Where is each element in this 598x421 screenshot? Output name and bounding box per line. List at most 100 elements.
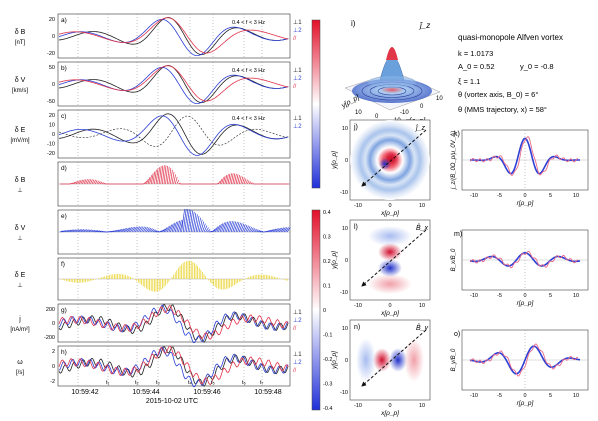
x-tick: 10	[573, 393, 579, 399]
vector-stick	[235, 222, 240, 233]
vector-stick	[82, 179, 85, 185]
y-tick: 0	[52, 82, 55, 88]
vector-stick	[114, 229, 118, 233]
vector-stick	[83, 179, 87, 185]
vector-stick	[93, 230, 97, 233]
model-curve	[470, 137, 580, 175]
x-tick: 5	[549, 293, 552, 299]
vector-stick	[269, 229, 273, 233]
vector-stick	[221, 222, 225, 233]
vector-stick	[71, 182, 74, 185]
axis-label: y[ρ_p]	[331, 251, 338, 270]
y-tick: 0	[345, 158, 348, 164]
vector-stick	[250, 182, 253, 185]
panel-letter: m)	[454, 231, 462, 238]
panel-letter: i)	[351, 19, 356, 28]
panel-g: g) j [nA/m²] 200 0 -200 ⊥1⊥2 //	[10, 303, 302, 343]
legend-entry: ⊥2	[293, 123, 302, 130]
axis-label: y[ρ_p]	[331, 151, 338, 170]
vector-stick	[75, 229, 80, 233]
vector-stick	[64, 229, 68, 233]
vector-stick	[216, 225, 221, 233]
y-tick: 50	[49, 65, 55, 71]
info-theta1: θ (vortex axis, B_0) = 6°	[458, 90, 538, 99]
vector-stick	[138, 226, 142, 233]
axis-label: x[ρ_p]	[380, 310, 399, 317]
panel-unit: [km/s]	[12, 88, 28, 94]
time-tick: 10:59:48	[254, 389, 281, 396]
vector-stick	[282, 227, 286, 233]
vector-stick	[165, 226, 169, 233]
vector-stick	[86, 229, 91, 233]
vector-stick	[149, 228, 153, 233]
vector-stick	[69, 229, 73, 233]
vector-stick	[283, 227, 288, 233]
panel-letter: f)	[61, 261, 65, 268]
field-lobe	[378, 259, 402, 277]
vector-stick	[235, 174, 239, 185]
colorbar-tick: 0.1	[323, 284, 331, 290]
freq-label: 0.4 < f < 3 Hz	[232, 116, 265, 122]
vector-stick	[206, 229, 211, 233]
t-mark: t₃	[156, 380, 160, 386]
x-tick: 10	[573, 193, 579, 199]
vector-stick	[186, 209, 190, 233]
vector-stick	[98, 230, 102, 233]
vector-stick	[211, 229, 216, 233]
vector-stick	[219, 178, 223, 185]
x-tick: 0	[523, 293, 526, 299]
x-tick: 10	[419, 403, 425, 409]
legend-entry: ⊥1	[293, 309, 302, 316]
colorbar-tick: 0.3	[323, 235, 331, 241]
panel-ylabel: δ V	[15, 77, 26, 84]
vector-stick	[117, 229, 121, 233]
vector-stick	[227, 221, 232, 233]
vector-stick	[248, 181, 252, 185]
tick: 0	[375, 114, 379, 120]
panel-f: f) δ E ⊥	[15, 257, 291, 301]
vector-stick	[221, 177, 224, 185]
t-mark: t₅	[211, 380, 215, 386]
panel-a: a) δ B [nT] 20 0 -20 0.4 < f < 3 Hz ⊥1⊥2 //	[15, 13, 302, 59]
vector-stick	[232, 221, 237, 233]
vector-stick	[72, 229, 77, 233]
series-line	[58, 346, 289, 388]
vector-stick	[131, 226, 136, 233]
vector-stick	[162, 228, 166, 233]
vector-stick	[230, 221, 235, 233]
vector-stick	[158, 166, 162, 185]
vector-stick	[128, 227, 133, 233]
info-xi: ξ = 1.1	[458, 77, 480, 86]
y-tick: -20	[47, 51, 55, 57]
axis-label: y[ρ_p]	[340, 94, 362, 111]
vector-stick	[189, 210, 193, 233]
y-tick: -10	[340, 190, 348, 196]
vector-stick	[149, 175, 152, 185]
x-tick: -5	[497, 393, 502, 399]
y-tick: 10	[49, 123, 55, 129]
vector-stick	[270, 229, 275, 233]
vector-stick	[63, 230, 67, 233]
y-tick: 0	[52, 364, 55, 370]
vector-stick	[112, 230, 116, 233]
vector-stick	[80, 229, 85, 233]
vector-stick	[218, 224, 222, 233]
vector-stick	[83, 229, 88, 233]
y-tick: -10	[340, 390, 348, 396]
map-j: j) ĵ_z -10 -10 0 0 10 10 x[ρ_p] y[ρ_p]	[331, 119, 431, 217]
panel-label: ĵ_z	[419, 21, 430, 30]
vector-stick	[178, 182, 181, 185]
vector-stick	[101, 182, 104, 185]
series-line	[58, 17, 289, 54]
vector-stick	[176, 220, 181, 233]
vector-stick	[157, 167, 160, 185]
vector-stick	[259, 231, 264, 233]
vector-stick	[224, 174, 228, 185]
vector-stick	[179, 219, 184, 233]
x-tick: -10	[470, 393, 478, 399]
vector-stick	[258, 230, 262, 233]
panel-label: B̂_x	[416, 224, 429, 232]
vector-stick	[275, 228, 280, 233]
panel-unit: [mV/m]	[11, 138, 30, 144]
